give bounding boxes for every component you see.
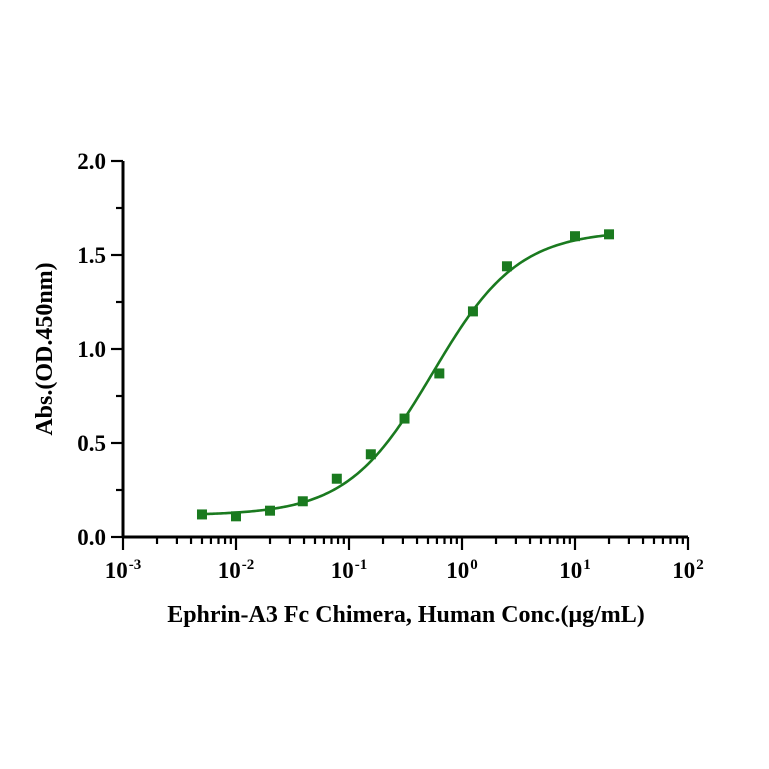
x-tick-label: 10-1 [331,557,368,583]
x-tick-label: 10-2 [218,557,255,583]
y-tick-label: 0.0 [77,525,106,550]
plot-layer: 0.0 0.5 1.0 1.5 2.0 10-3 10-2 10-1 100 101 102 [77,149,704,583]
y-tick-label: 1.5 [77,243,106,268]
x-tick-label: 10-3 [105,557,142,583]
data-point-marker [365,449,376,460]
data-point-marker [265,505,276,516]
data-point-marker [434,368,445,379]
y-tick-label: 1.0 [77,337,106,362]
data-point-marker [570,231,580,242]
x-tick-label: 100 [446,557,478,583]
data-point-marker [297,496,308,507]
y-tick-label: 2.0 [77,149,106,174]
x-axis-title: Ephrin-A3 Fc Chimera, Human Conc.(μg/mL) [167,602,645,628]
data-point-marker [196,509,207,520]
x-tick-label: 101 [559,557,591,583]
data-point-marker [331,473,342,484]
fit-curve [200,233,611,516]
data-point-marker [467,306,478,317]
y-tick-label: 0.5 [77,431,106,456]
x-tick-label: 102 [672,557,704,583]
data-point-marker [604,229,615,240]
data-point-marker [501,261,512,272]
data-point-marker [231,511,241,522]
y-axis-title: Abs.(OD.450nm) [32,262,58,435]
data-point-marker [399,413,410,424]
